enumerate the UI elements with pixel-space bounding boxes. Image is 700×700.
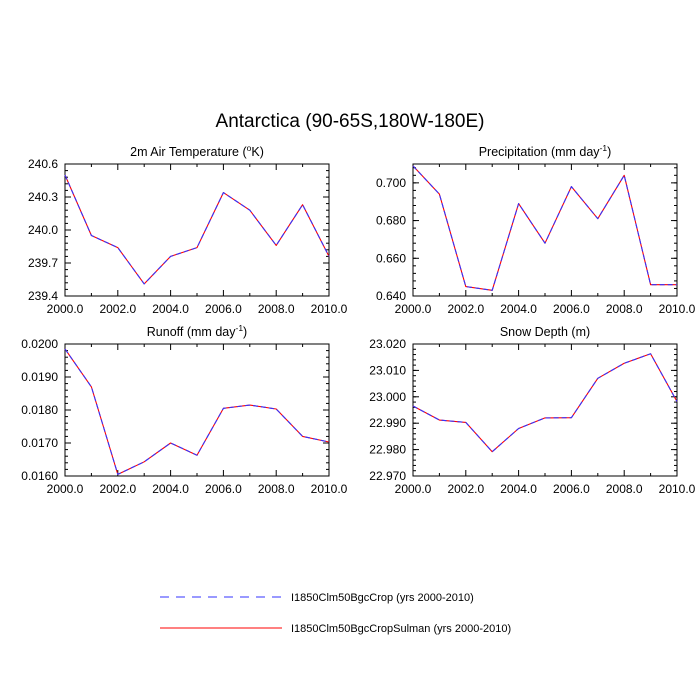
panel-title-part: ) <box>607 145 611 159</box>
chart-panel-1: 2m Air Temperature (oK) 2000.0 2002.0 2004.… <box>28 143 348 316</box>
panel-title-superscript: o <box>247 143 252 153</box>
y-tick-label: 0.660 <box>376 251 406 265</box>
plot-frame <box>64 163 330 297</box>
series-line-bgccrop <box>412 353 678 453</box>
x-tick-label: 2000.0 <box>395 302 432 316</box>
y-tick-label: 0.680 <box>376 214 406 228</box>
x-tick-label: 2004.0 <box>152 482 189 496</box>
panel-title-part: Precipitation (mm day <box>479 145 601 159</box>
x-tick-label: 2010.0 <box>659 302 696 316</box>
x-tick-label: 2010.0 <box>311 482 348 496</box>
y-tick-label: 0.0190 <box>21 370 58 384</box>
y-tick-label: 0.640 <box>376 289 406 303</box>
chart-panel-3: Runoff (mm day-1) 2000.0 2002.0 2004.0 2006.… <box>21 323 347 496</box>
panel-title: Precipitation (mm day-1) <box>479 143 612 159</box>
x-tick-label: 2002.0 <box>447 302 484 316</box>
panel-title-superscript: -1 <box>600 143 608 153</box>
panel-title-superscript: -1 <box>235 323 243 333</box>
y-tick-label: 22.980 <box>369 443 406 457</box>
y-tick-label: 22.990 <box>369 416 406 430</box>
panel-title-part: ) <box>243 325 247 339</box>
y-tick-label: 239.4 <box>28 289 58 303</box>
x-tick-label: 2004.0 <box>500 302 537 316</box>
x-tick-label: 2002.0 <box>447 482 484 496</box>
y-tick-label: 240.3 <box>28 190 58 204</box>
x-tick-label: 2006.0 <box>553 302 590 316</box>
y-tick-label: 239.7 <box>28 256 58 270</box>
x-tick-label: 2000.0 <box>395 482 432 496</box>
y-tick-label: 0.0160 <box>21 469 58 483</box>
x-tick-label: 2004.0 <box>500 482 537 496</box>
legend-item: I1850Clm50BgcCrop (yrs 2000-2010) <box>160 592 474 604</box>
panel-title-part: Snow Depth (m) <box>500 325 590 339</box>
y-tick-label: 0.0170 <box>21 436 58 450</box>
y-tick-label: 0.700 <box>376 176 406 190</box>
y-tick-label: 23.020 <box>369 337 406 351</box>
x-tick-label: 2000.0 <box>47 302 84 316</box>
x-tick-label: 2008.0 <box>606 482 643 496</box>
panel-title: Runoff (mm day-1) <box>147 323 247 339</box>
legend: I1850Clm50BgcCrop (yrs 2000-2010) I1850Cl… <box>160 592 511 635</box>
y-tick-label: 23.010 <box>369 363 406 377</box>
x-tick-label: 2002.0 <box>99 482 136 496</box>
legend-label: I1850Clm50BgcCrop (yrs 2000-2010) <box>291 592 474 604</box>
x-tick-label: 2006.0 <box>553 482 590 496</box>
x-tick-label: 2004.0 <box>152 302 189 316</box>
x-tick-label: 2008.0 <box>258 302 295 316</box>
x-tick-label: 2008.0 <box>258 482 295 496</box>
series-line-bgccrop <box>64 174 330 285</box>
panel-title: Snow Depth (m) <box>500 325 590 339</box>
series-line-bgccrop <box>412 165 677 291</box>
x-tick-label: 2006.0 <box>205 302 242 316</box>
x-tick-label: 2008.0 <box>606 302 643 316</box>
series-line-bgccrop <box>64 348 330 475</box>
plot-frame <box>412 343 678 477</box>
x-tick-label: 2006.0 <box>205 482 242 496</box>
panel-title: 2m Air Temperature (oK) <box>130 143 264 159</box>
chart-panel-2: Precipitation (mm day-1) 2000.0 2002.0 2004… <box>376 143 696 316</box>
x-tick-label: 2000.0 <box>47 482 84 496</box>
x-tick-label: 2010.0 <box>659 482 696 496</box>
panel-title-part: K) <box>251 145 264 159</box>
series-line-bgccropsulman <box>412 353 678 453</box>
x-tick-label: 2010.0 <box>311 302 348 316</box>
panel-title-part: Runoff (mm day <box>147 325 236 339</box>
y-tick-label: 0.0200 <box>21 337 58 351</box>
legend-label: I1850Clm50BgcCropSulman (yrs 2000-2010) <box>291 623 511 635</box>
chart-panels: 2m Air Temperature (oK) 2000.0 2002.0 2004.… <box>21 143 695 496</box>
y-tick-label: 22.970 <box>369 469 406 483</box>
x-tick-label: 2002.0 <box>99 302 136 316</box>
legend-item: I1850Clm50BgcCropSulman (yrs 2000-2010) <box>160 623 511 635</box>
y-tick-label: 0.0180 <box>21 403 58 417</box>
chart-panel-4: Snow Depth (m) 2000.0 2002.0 2004.0 2006.0 20… <box>369 325 695 496</box>
plot-frame <box>64 343 330 477</box>
figure-title: Antarctica (90-65S,180W-180E) <box>216 111 485 132</box>
series-line-bgccropsulman <box>64 174 330 285</box>
panel-title-part: 2m Air Temperature ( <box>130 145 247 159</box>
y-tick-label: 23.000 <box>369 390 406 404</box>
y-tick-label: 240.0 <box>28 223 58 237</box>
y-tick-label: 240.6 <box>28 157 58 171</box>
